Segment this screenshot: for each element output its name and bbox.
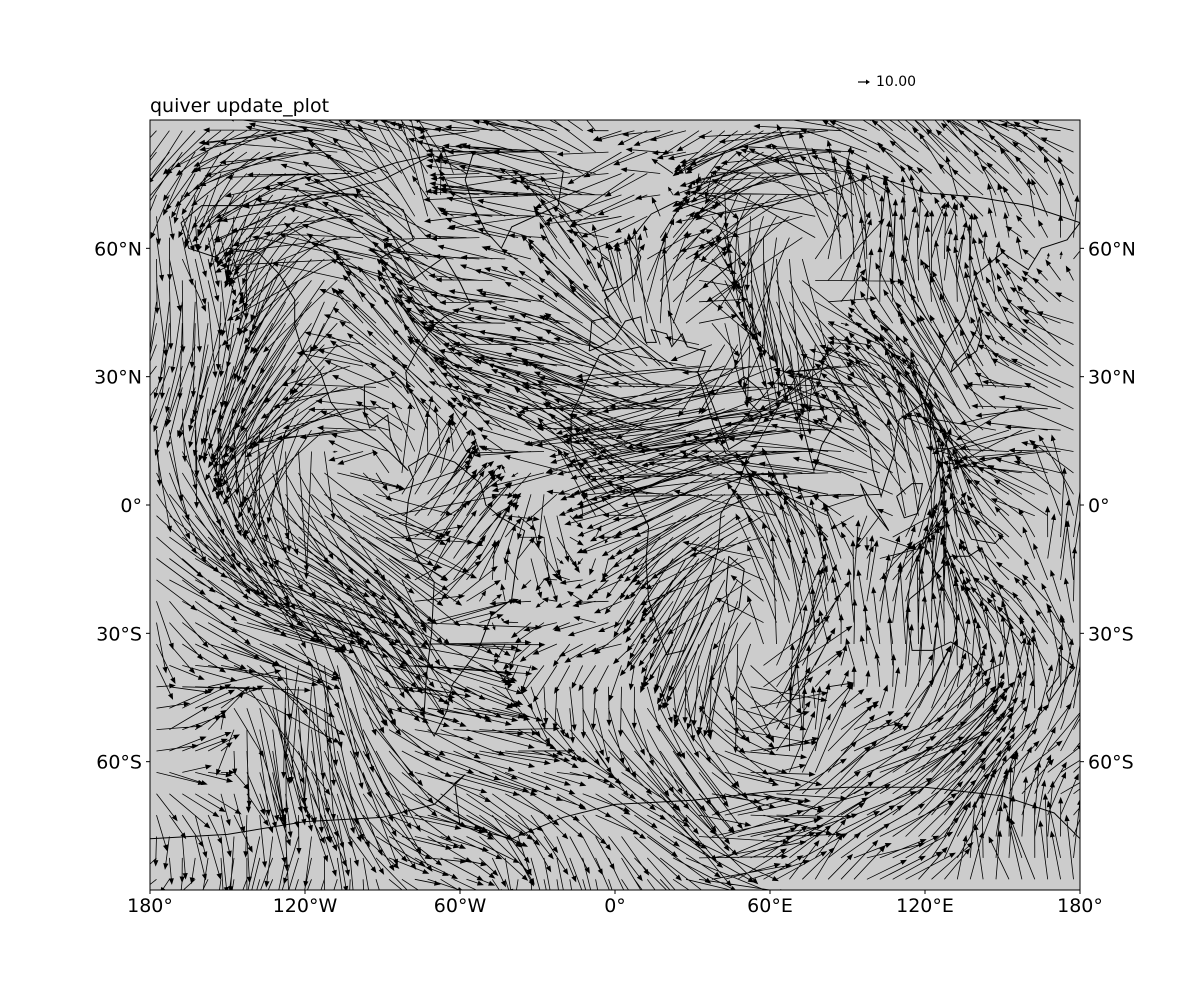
y-tick-label-right: 0° bbox=[1088, 495, 1110, 517]
quiver-arrows bbox=[150, 120, 1080, 890]
coastline bbox=[570, 346, 748, 656]
y-tick-label-right: 30°N bbox=[1088, 367, 1136, 389]
x-tick-label: 180° bbox=[1057, 895, 1103, 917]
y-tick-label-left: 60°S bbox=[96, 752, 142, 774]
chart-title: quiver update_plot bbox=[150, 95, 329, 117]
y-tick-label-right: 60°S bbox=[1088, 752, 1134, 774]
x-tick-label: 180° bbox=[127, 895, 173, 917]
quiver-key-label: 10.00 bbox=[876, 74, 916, 90]
x-axis: 180° 120°W 60°W 0° 60°E 120°E 180° bbox=[127, 890, 1103, 917]
y-tick-label-left: 60°N bbox=[94, 238, 142, 260]
y-tick-label-right: 30°S bbox=[1088, 623, 1134, 645]
coastline bbox=[896, 483, 923, 519]
y-tick-label-right: 60°N bbox=[1088, 238, 1136, 260]
x-tick-label: 0° bbox=[604, 895, 626, 917]
coastline bbox=[180, 192, 471, 472]
x-tick-label: 120°W bbox=[273, 895, 338, 917]
coastline bbox=[464, 149, 564, 250]
coastline bbox=[150, 774, 1080, 840]
y-tick-label-left: 0° bbox=[120, 495, 142, 517]
x-tick-label: 60°W bbox=[434, 895, 487, 917]
y-axis-right: 60°N 30°N 0° 30°S 60°S bbox=[1080, 238, 1136, 774]
y-axis-left: 60°N 30°N 0° 30°S 60°S bbox=[94, 238, 150, 774]
vector-field bbox=[150, 120, 1080, 890]
quiver-key: 10.00 bbox=[858, 74, 916, 90]
y-tick-label-left: 30°S bbox=[96, 623, 142, 645]
x-tick-label: 120°E bbox=[896, 895, 954, 917]
coastline bbox=[859, 483, 890, 532]
coastline bbox=[725, 555, 745, 613]
x-tick-label: 60°E bbox=[747, 895, 793, 917]
quiver-key-arrowhead-icon bbox=[866, 79, 870, 85]
coastline bbox=[952, 508, 1004, 545]
y-tick-label-left: 30°N bbox=[94, 367, 142, 389]
